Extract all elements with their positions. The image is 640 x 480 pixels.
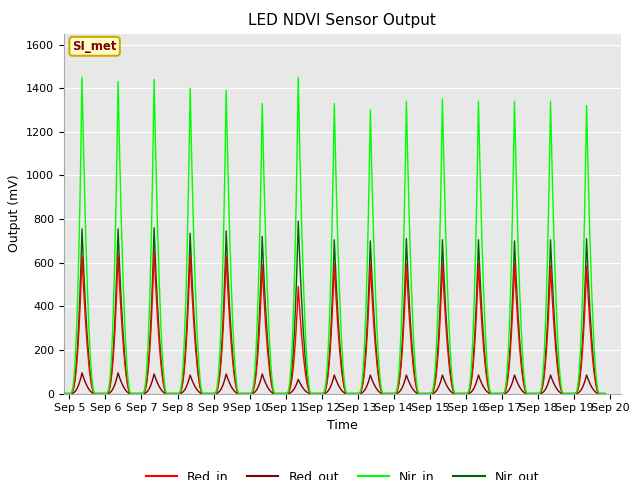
Y-axis label: Output (mV): Output (mV): [8, 175, 20, 252]
Text: SI_met: SI_met: [72, 40, 117, 53]
X-axis label: Time: Time: [327, 419, 358, 432]
Legend: Red_in, Red_out, Nir_in, Nir_out: Red_in, Red_out, Nir_in, Nir_out: [141, 465, 544, 480]
Title: LED NDVI Sensor Output: LED NDVI Sensor Output: [248, 13, 436, 28]
